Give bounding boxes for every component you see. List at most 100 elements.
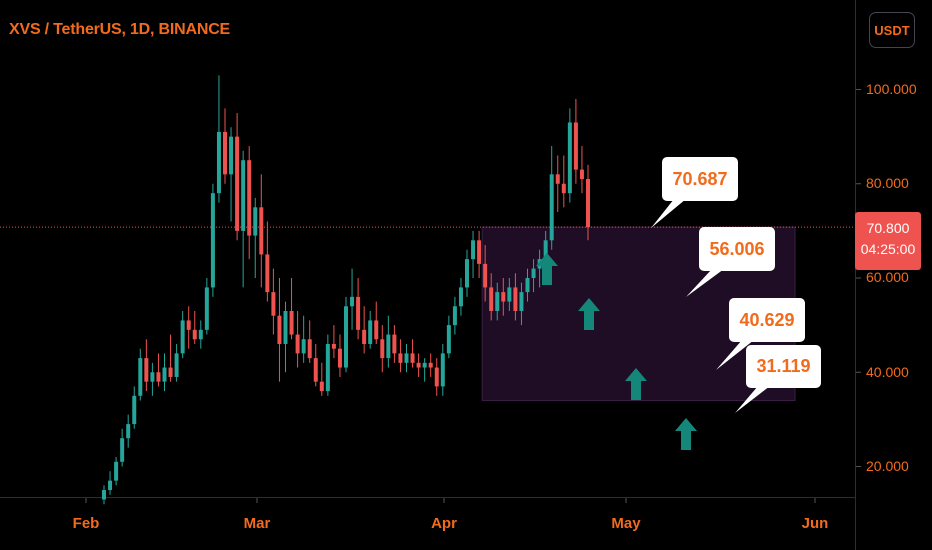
y-tick-label: 80.000 — [866, 175, 909, 191]
candle-body — [543, 240, 548, 260]
y-tick-label: 60.000 — [866, 269, 909, 285]
candle-body — [229, 136, 234, 175]
candle-body — [277, 315, 282, 344]
candle-body — [350, 296, 355, 307]
y-tick-label: 40.000 — [866, 364, 909, 380]
last-price: 70.800 — [866, 220, 910, 236]
price-callout[interactable]: 56.006 — [699, 227, 775, 271]
callout-pointer — [651, 199, 686, 228]
x-tick-label: Jun — [801, 515, 829, 532]
candle-body — [501, 292, 506, 302]
candle-body — [586, 179, 590, 228]
candle-body — [386, 334, 391, 359]
candle-body — [513, 287, 518, 311]
candle-body — [265, 254, 270, 293]
candle-body — [247, 160, 252, 236]
candle-body — [138, 358, 143, 396]
candle-body — [216, 131, 221, 194]
callout-pointer — [716, 340, 754, 370]
candle-body — [259, 207, 264, 255]
symbol-title: XVS / TetherUS, 1D, BINANCE — [9, 21, 231, 38]
y-tick-label: 100.000 — [866, 81, 917, 97]
candle-body — [313, 358, 318, 382]
last-price-tag: 70.800 04:25:00 — [855, 212, 921, 270]
candle-body — [434, 367, 439, 387]
up-arrow-icon — [578, 298, 600, 330]
candle-body — [573, 122, 578, 170]
candle-body — [319, 381, 324, 392]
candle-body — [525, 278, 530, 293]
candle-body — [241, 160, 246, 231]
candle-body — [555, 174, 560, 184]
candle-body — [477, 240, 482, 264]
candle-body — [180, 320, 185, 354]
candle-body — [452, 306, 457, 326]
candle-body — [271, 292, 276, 316]
candle-body — [410, 353, 415, 363]
candle-body — [120, 438, 125, 462]
candle-body — [253, 207, 258, 236]
price-callout[interactable]: 40.629 — [729, 298, 805, 342]
candle-body — [325, 343, 330, 392]
callout-pointer — [686, 269, 724, 297]
candle-body — [150, 372, 155, 382]
candle-body — [102, 490, 106, 500]
x-tick-label: May — [611, 515, 641, 532]
up-arrow-icon — [675, 418, 697, 450]
candle-body — [561, 183, 566, 194]
candle-body — [428, 362, 433, 368]
candle-body — [283, 310, 288, 344]
bar-countdown: 04:25:00 — [860, 241, 916, 257]
callout-pointer — [735, 386, 770, 413]
candle-body — [301, 339, 306, 354]
x-tick-label: Feb — [72, 515, 100, 532]
candle-body — [519, 292, 524, 311]
candle-body — [235, 136, 240, 231]
candle-body — [198, 329, 203, 340]
candle-body — [446, 325, 451, 354]
candle-body — [458, 287, 463, 307]
candle-body — [168, 367, 173, 377]
candle-body — [579, 169, 584, 180]
candle-body — [186, 320, 191, 330]
candle-body — [132, 395, 137, 425]
candle-body — [210, 193, 215, 288]
candle-body — [416, 362, 421, 368]
currency-button[interactable]: USDT — [869, 12, 915, 48]
price-callout[interactable]: 70.687 — [662, 157, 738, 201]
candle-body — [465, 259, 469, 288]
candle-body — [495, 292, 500, 311]
candle-body — [404, 353, 409, 363]
candle-body — [108, 480, 113, 491]
candle-body — [344, 306, 348, 368]
candle-body — [192, 329, 197, 340]
candle-body — [295, 334, 300, 354]
candle-body — [162, 367, 167, 382]
candle-body — [307, 339, 312, 359]
candle-body — [368, 320, 373, 344]
candle-body — [392, 334, 397, 354]
candle-body — [156, 372, 161, 382]
candle-body — [223, 131, 227, 175]
up-arrow-icon — [625, 368, 647, 400]
y-tick-label: 20.000 — [866, 458, 909, 474]
candle-body — [380, 339, 385, 359]
candle-body — [126, 424, 131, 439]
x-tick-label: Apr — [431, 515, 457, 532]
candle-body — [114, 461, 119, 481]
candle-body — [356, 296, 361, 330]
candle-body — [507, 287, 512, 302]
candle-body — [362, 329, 367, 344]
price-callout[interactable]: 31.119 — [746, 345, 821, 388]
candle-body — [374, 320, 379, 340]
candle-body — [531, 268, 536, 278]
candle-body — [489, 287, 494, 311]
candle-body — [174, 353, 179, 377]
candle-body — [289, 310, 294, 335]
candle-body — [398, 353, 403, 363]
candle-body — [331, 343, 336, 349]
candle-body — [204, 287, 209, 330]
candle-body — [549, 174, 554, 241]
